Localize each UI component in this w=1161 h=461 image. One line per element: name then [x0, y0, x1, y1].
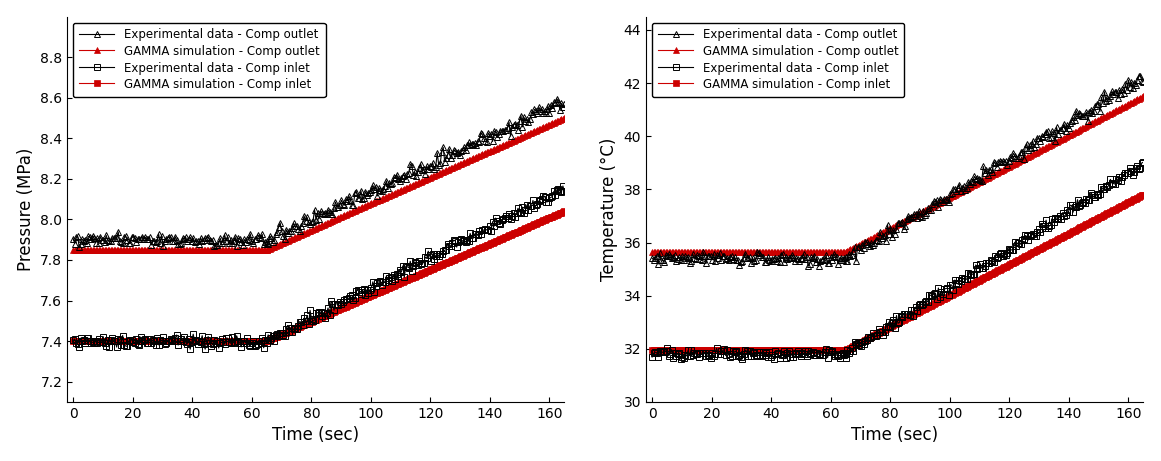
Experimental data - Comp outlet [954, 188, 968, 194]
GAMMA simulation - Comp outlet [122, 247, 136, 253]
Line: GAMMA simulation - Comp inlet: GAMMA simulation - Comp inlet [649, 192, 1146, 353]
GAMMA simulation - Comp inlet [658, 347, 672, 353]
Line: GAMMA simulation - Comp inlet: GAMMA simulation - Comp inlet [71, 209, 567, 344]
GAMMA simulation - Comp inlet [1118, 201, 1132, 207]
Experimental data - Comp outlet [541, 103, 555, 109]
Experimental data - Comp inlet [646, 355, 659, 360]
GAMMA simulation - Comp outlet [1075, 126, 1089, 131]
Experimental data - Comp inlet [684, 347, 698, 353]
GAMMA simulation - Comp outlet [700, 249, 714, 254]
GAMMA simulation - Comp inlet [1075, 224, 1089, 230]
Experimental data - Comp outlet [107, 236, 121, 241]
GAMMA simulation - Comp outlet [646, 249, 659, 254]
X-axis label: Time (sec): Time (sec) [272, 426, 360, 444]
Line: Experimental data - Comp inlet: Experimental data - Comp inlet [649, 160, 1146, 362]
GAMMA simulation - Comp inlet [646, 347, 659, 353]
Experimental data - Comp outlet [557, 101, 571, 106]
Experimental data - Comp outlet [646, 255, 659, 261]
GAMMA simulation - Comp outlet [658, 249, 672, 254]
X-axis label: Time (sec): Time (sec) [851, 426, 938, 444]
Experimental data - Comp outlet [658, 253, 672, 258]
Experimental data - Comp outlet [700, 253, 714, 259]
GAMMA simulation - Comp outlet [496, 142, 510, 148]
GAMMA simulation - Comp inlet [557, 208, 571, 214]
Experimental data - Comp inlet [700, 352, 714, 358]
Experimental data - Comp inlet [954, 278, 968, 284]
Experimental data - Comp inlet [1137, 160, 1151, 165]
Experimental data - Comp inlet [80, 335, 94, 340]
Experimental data - Comp outlet [81, 234, 95, 239]
Experimental data - Comp inlet [556, 183, 570, 189]
Experimental data - Comp outlet [1132, 73, 1146, 78]
GAMMA simulation - Comp inlet [122, 338, 136, 344]
GAMMA simulation - Comp inlet [106, 338, 120, 344]
GAMMA simulation - Comp outlet [106, 247, 120, 253]
Experimental data - Comp inlet [557, 189, 571, 194]
Line: Experimental data - Comp outlet: Experimental data - Comp outlet [70, 95, 568, 250]
GAMMA simulation - Comp inlet [1137, 192, 1151, 197]
Legend: Experimental data - Comp outlet, GAMMA simulation - Comp outlet, Experimental da: Experimental data - Comp outlet, GAMMA s… [73, 23, 325, 97]
GAMMA simulation - Comp outlet [557, 115, 571, 121]
GAMMA simulation - Comp inlet [80, 338, 94, 344]
GAMMA simulation - Comp outlet [66, 247, 80, 253]
Experimental data - Comp outlet [66, 236, 80, 242]
GAMMA simulation - Comp outlet [1118, 103, 1132, 108]
Experimental data - Comp inlet [541, 199, 555, 204]
Experimental data - Comp inlet [1076, 199, 1090, 205]
Experimental data - Comp outlet [1076, 113, 1090, 118]
GAMMA simulation - Comp inlet [496, 235, 510, 241]
Experimental data - Comp inlet [658, 349, 672, 354]
Experimental data - Comp inlet [1120, 170, 1134, 176]
Experimental data - Comp outlet [812, 264, 825, 269]
Experimental data - Comp outlet [72, 244, 86, 249]
Y-axis label: Pressure (MPa): Pressure (MPa) [16, 148, 35, 271]
Y-axis label: Temperature (°C): Temperature (°C) [600, 137, 618, 281]
Line: Experimental data - Comp inlet: Experimental data - Comp inlet [71, 183, 567, 352]
Experimental data - Comp inlet [122, 338, 136, 344]
Experimental data - Comp inlet [106, 336, 120, 341]
Experimental data - Comp inlet [183, 346, 197, 352]
GAMMA simulation - Comp outlet [1137, 94, 1151, 99]
Experimental data - Comp outlet [123, 240, 137, 245]
Experimental data - Comp inlet [66, 337, 80, 343]
Experimental data - Comp outlet [375, 188, 389, 194]
GAMMA simulation - Comp inlet [700, 347, 714, 353]
Experimental data - Comp inlet [735, 356, 749, 362]
GAMMA simulation - Comp outlet [374, 197, 388, 202]
Experimental data - Comp outlet [1120, 87, 1134, 92]
GAMMA simulation - Comp outlet [684, 249, 698, 254]
Line: GAMMA simulation - Comp outlet: GAMMA simulation - Comp outlet [70, 115, 568, 253]
GAMMA simulation - Comp inlet [374, 289, 388, 294]
GAMMA simulation - Comp inlet [540, 216, 554, 222]
Experimental data - Comp inlet [375, 283, 389, 288]
Experimental data - Comp outlet [684, 259, 698, 264]
Experimental data - Comp inlet [498, 216, 512, 221]
Experimental data - Comp outlet [498, 127, 512, 133]
Experimental data - Comp outlet [550, 96, 564, 101]
Legend: Experimental data - Comp outlet, GAMMA simulation - Comp outlet, Experimental da: Experimental data - Comp outlet, GAMMA s… [652, 23, 904, 97]
GAMMA simulation - Comp outlet [952, 189, 966, 195]
GAMMA simulation - Comp outlet [540, 123, 554, 129]
Line: Experimental data - Comp outlet: Experimental data - Comp outlet [649, 73, 1146, 270]
GAMMA simulation - Comp inlet [66, 338, 80, 344]
GAMMA simulation - Comp inlet [952, 288, 966, 294]
GAMMA simulation - Comp inlet [684, 347, 698, 353]
Line: GAMMA simulation - Comp outlet: GAMMA simulation - Comp outlet [649, 93, 1146, 255]
Experimental data - Comp outlet [1137, 79, 1151, 84]
GAMMA simulation - Comp outlet [80, 247, 94, 253]
